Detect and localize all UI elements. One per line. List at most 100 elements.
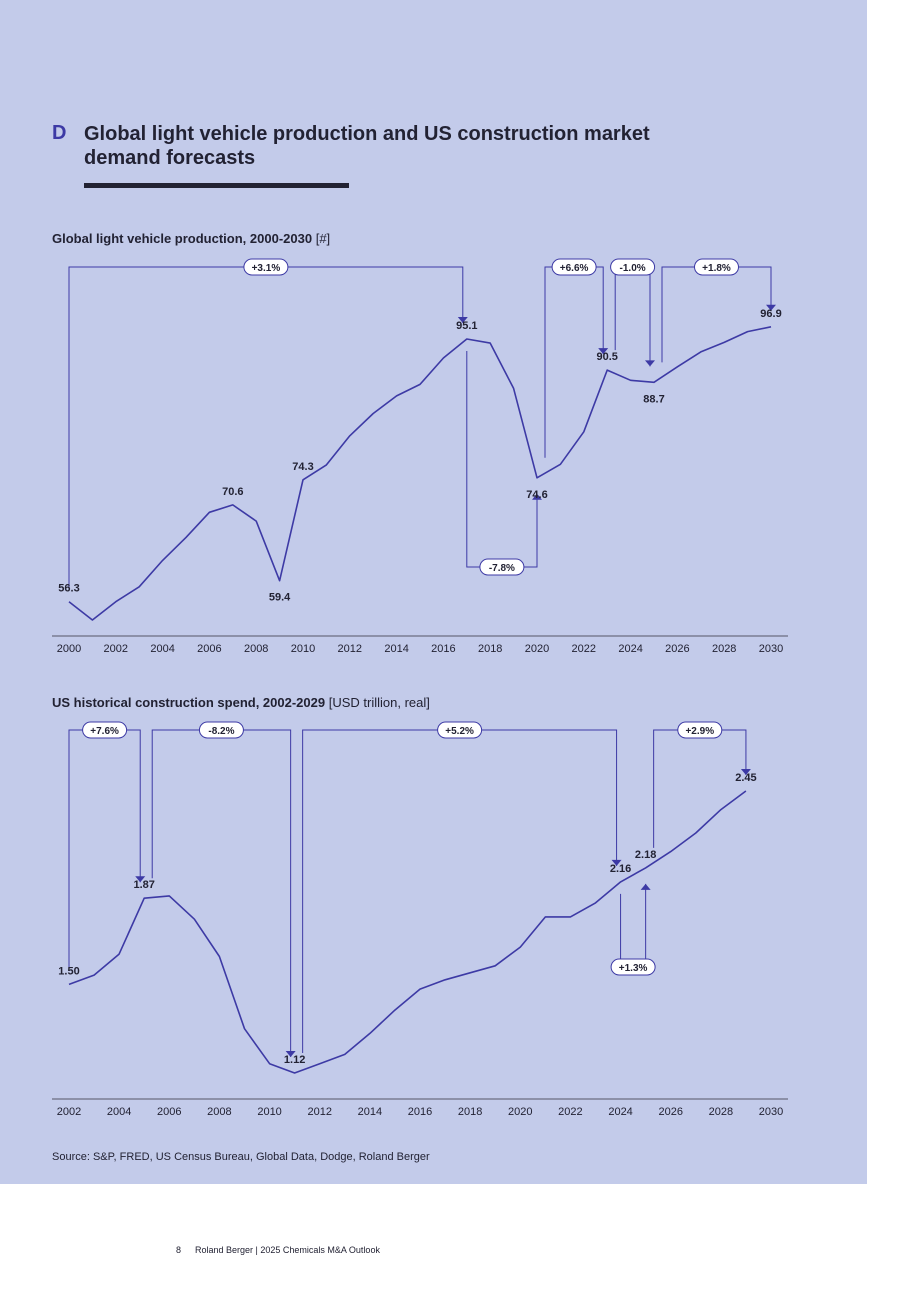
construction-growth-badge bbox=[198, 721, 244, 739]
vehicle-x-tick-label: 2022 bbox=[572, 643, 596, 655]
construction-bracket-arrow bbox=[740, 769, 751, 775]
vehicle-growth-badge bbox=[479, 558, 525, 576]
vehicle-data-label: 74.3 bbox=[292, 461, 313, 473]
vehicle-growth-bracket: +3.1% bbox=[68, 258, 468, 588]
construction-bracket-arrow bbox=[640, 883, 651, 890]
title-underline bbox=[84, 183, 349, 188]
vehicle-bracket-arrow bbox=[766, 304, 776, 311]
vehicle-bracket-arrow bbox=[457, 317, 468, 323]
vehicle-bracket-connector bbox=[614, 266, 651, 367]
construction-x-tick-label: 2002 bbox=[57, 1106, 81, 1118]
vehicle-x-tick-label: 2000 bbox=[57, 643, 81, 655]
section-letter: D bbox=[52, 122, 67, 144]
vehicle-data-label: 88.7 bbox=[643, 393, 664, 405]
construction-x-tick-label: 2006 bbox=[157, 1106, 181, 1118]
construction-growth-badge bbox=[82, 721, 128, 739]
chart-panel-background bbox=[0, 0, 867, 1184]
construction-x-tick-label: 2016 bbox=[408, 1106, 432, 1118]
construction-x-tick-label: 2030 bbox=[759, 1106, 783, 1118]
vehicle-growth-bracket: -1.0% bbox=[610, 258, 656, 367]
chart2-unit: [USD trillion, real] bbox=[328, 695, 430, 710]
construction-bracket-arrow bbox=[611, 859, 622, 866]
construction-data-label: 2.16 bbox=[610, 863, 631, 875]
construction-data-label: 2.18 bbox=[635, 849, 656, 861]
vehicle-bracket-arrow bbox=[645, 360, 655, 367]
vehicle-growth-badge-label: -7.8% bbox=[489, 563, 515, 574]
vehicle-data-label: 74.6 bbox=[526, 489, 547, 501]
construction-x-tick-label: 2028 bbox=[709, 1106, 733, 1118]
construction-x-tick-label: 2010 bbox=[257, 1106, 281, 1118]
vehicle-bracket-connector bbox=[544, 266, 604, 458]
construction-bracket-arrow bbox=[135, 876, 146, 883]
construction-x-tick-label: 2022 bbox=[558, 1106, 582, 1118]
section-title: Global light vehicle production and US c… bbox=[84, 123, 650, 169]
vehicle-x-tick-label: 2010 bbox=[291, 643, 315, 655]
vehicle-data-label: 70.6 bbox=[222, 486, 243, 498]
construction-bracket-connector bbox=[151, 729, 292, 1057]
construction-series-line bbox=[68, 790, 747, 1074]
vehicle-production-chart: 2000 2002 2004 2006 2008 2010 2012 2014 2016 2018… bbox=[52, 258, 788, 655]
construction-growth-bracket: +7.6% bbox=[68, 721, 146, 971]
vehicle-x-tick-label: 2016 bbox=[431, 643, 455, 655]
page-footer: 8 Roland Berger | 2025 Chemicals M&A Outl… bbox=[176, 1245, 380, 1255]
vehicle-growth-badge-label: +6.6% bbox=[560, 263, 589, 274]
construction-growth-badge bbox=[677, 721, 723, 739]
construction-data-label: 1.50 bbox=[58, 965, 79, 977]
construction-growth-bracket: +2.9% bbox=[653, 721, 751, 848]
vehicle-growth-bracket: +1.8% bbox=[661, 258, 776, 363]
construction-x-tick-label: 2018 bbox=[458, 1106, 482, 1118]
vehicle-series-line bbox=[68, 326, 772, 621]
construction-bracket-arrow bbox=[285, 1051, 296, 1057]
construction-x-tick-label: 2014 bbox=[358, 1106, 382, 1118]
page-number: 8 bbox=[176, 1245, 182, 1255]
construction-x-tick-label: 2008 bbox=[207, 1106, 231, 1118]
construction-growth-badge bbox=[437, 721, 483, 739]
construction-growth-bracket: -8.2% bbox=[151, 721, 296, 1057]
chart1-unit: [#] bbox=[315, 231, 331, 246]
vehicle-data-label: 90.5 bbox=[596, 351, 617, 363]
construction-bracket-connector bbox=[620, 883, 647, 968]
vehicle-x-tick-label: 2030 bbox=[759, 643, 783, 655]
publication-name: Roland Berger | 2025 Chemicals M&A Outlo… bbox=[195, 1245, 380, 1255]
vehicle-x-tick-label: 2024 bbox=[618, 643, 642, 655]
chart1-title: Global light vehicle production, 2000-20… bbox=[52, 231, 330, 246]
vehicle-x-tick-label: 2008 bbox=[244, 643, 268, 655]
construction-x-tick-label: 2026 bbox=[658, 1106, 682, 1118]
vehicle-data-label: 95.1 bbox=[456, 320, 477, 332]
construction-growth-badge-label: +7.6% bbox=[90, 726, 119, 737]
construction-x-tick-label: 2020 bbox=[508, 1106, 532, 1118]
vehicle-x-tick-label: 2028 bbox=[712, 643, 736, 655]
vehicle-x-tick-label: 2002 bbox=[104, 643, 128, 655]
vehicle-x-tick-label: 2020 bbox=[525, 643, 549, 655]
vehicle-growth-badge bbox=[243, 258, 289, 276]
chart2-title: US historical construction spend, 2002-2… bbox=[52, 695, 430, 710]
construction-bracket-connector bbox=[302, 729, 618, 1053]
construction-data-label: 2.45 bbox=[735, 772, 756, 784]
chart1-title-text: Global light vehicle production, 2000-20… bbox=[52, 231, 313, 246]
vehicle-growth-bracket: -7.8% bbox=[466, 351, 542, 576]
construction-growth-bracket: +1.3% bbox=[610, 883, 656, 976]
vehicle-bracket-connector bbox=[466, 351, 538, 568]
construction-x-tick-label: 2004 bbox=[107, 1106, 131, 1118]
vehicle-growth-badge bbox=[694, 258, 739, 276]
vehicle-bracket-connector bbox=[661, 266, 772, 363]
construction-growth-badge bbox=[610, 958, 656, 976]
construction-growth-badge-label: +5.2% bbox=[445, 726, 474, 737]
construction-spend-chart: 2002 2004 2006 2008 2010 2012 2014 2016 2018 2020… bbox=[52, 721, 788, 1118]
vehicle-growth-bracket: +6.6% bbox=[544, 258, 609, 458]
construction-data-label: 1.12 bbox=[284, 1054, 305, 1066]
construction-bracket-connector bbox=[68, 729, 141, 971]
vehicle-data-label: 59.4 bbox=[269, 592, 291, 604]
construction-data-label: 1.87 bbox=[134, 879, 155, 891]
construction-x-tick-label: 2012 bbox=[307, 1106, 331, 1118]
vehicle-growth-badge bbox=[610, 258, 656, 276]
vehicle-bracket-arrow bbox=[598, 348, 609, 355]
vehicle-data-label: 96.9 bbox=[760, 308, 781, 320]
vehicle-bracket-arrow bbox=[532, 493, 542, 500]
vehicle-growth-badge-label: +3.1% bbox=[252, 263, 281, 274]
vehicle-data-label: 56.3 bbox=[58, 583, 79, 595]
vehicle-x-tick-label: 2006 bbox=[197, 643, 221, 655]
chart2-title-text: US historical construction spend, 2002-2… bbox=[52, 695, 326, 710]
vehicle-x-tick-label: 2004 bbox=[150, 643, 174, 655]
vehicle-x-tick-label: 2018 bbox=[478, 643, 502, 655]
